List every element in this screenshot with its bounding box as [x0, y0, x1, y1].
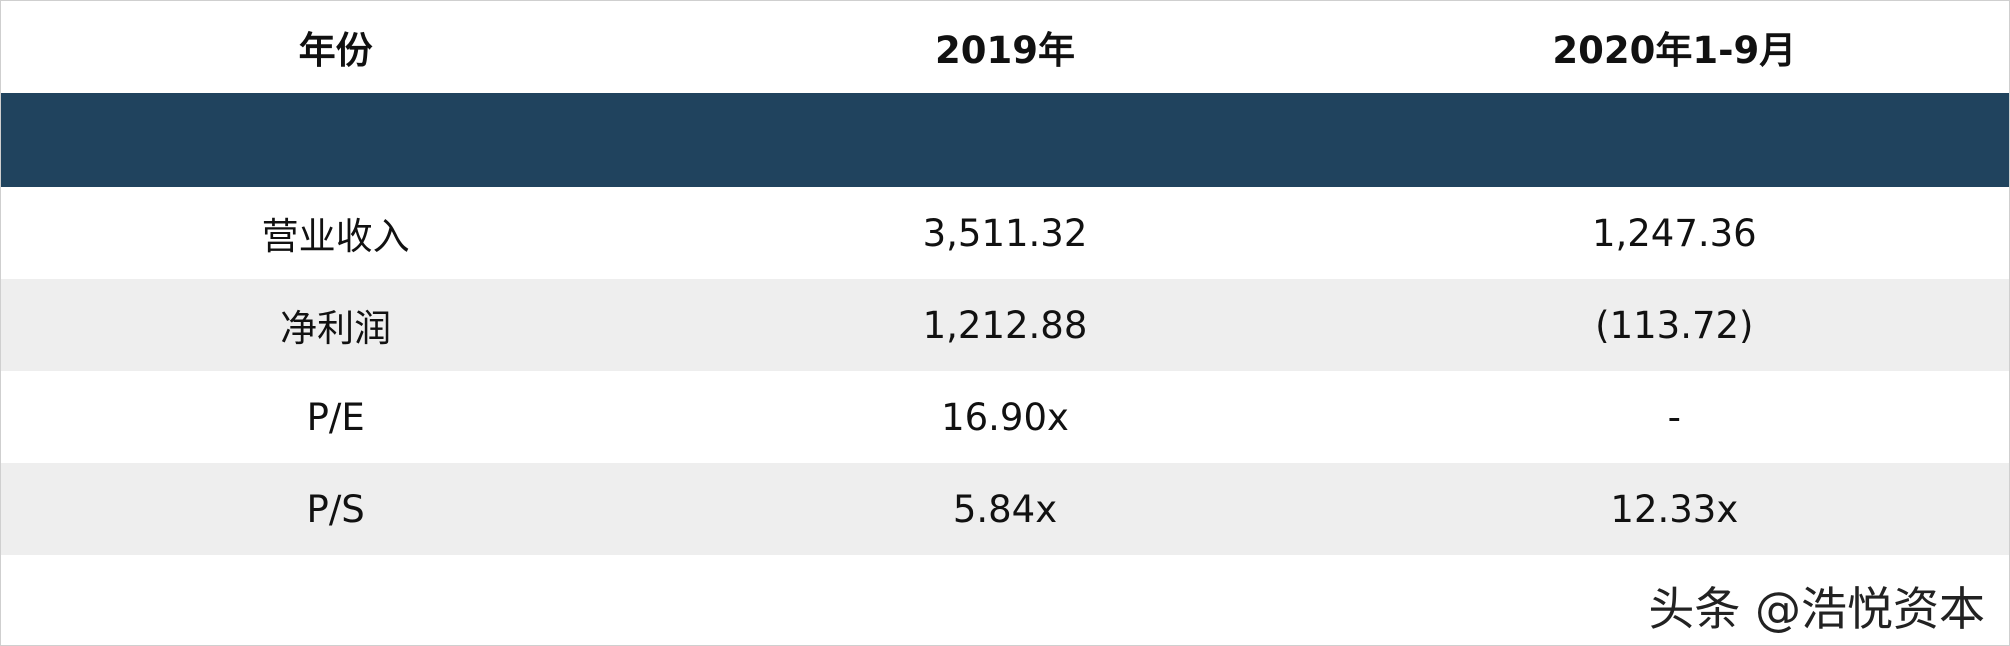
table-row: P/S 5.84x 12.33x: [1, 463, 2009, 555]
table-cell: 1,247.36: [1591, 211, 1757, 255]
data-table: 年份 2019年 2020年1-9月 营业收入 3,511.32 1,247.36 净利润…: [1, 1, 2009, 555]
table-cell: -: [1667, 395, 1681, 439]
row-label: P/S: [1, 463, 671, 555]
header-band: [1, 93, 2009, 187]
table-cell: 12.33x: [1339, 463, 2009, 555]
table-cell: 3,511.32: [922, 211, 1088, 255]
row-label: 净利润: [1, 279, 671, 371]
table-row: P/E 16.90x -: [1, 371, 2009, 463]
header-cell: 2020年1-9月: [1552, 29, 1797, 72]
band-cell: [1, 93, 2009, 187]
table-cell: 5.84x: [670, 463, 1340, 555]
row-label: 营业收入: [261, 215, 410, 258]
table-cell: (113.72): [1339, 279, 2009, 371]
row-label: P/E: [306, 395, 365, 439]
header-cell: 年份: [298, 29, 373, 72]
header-row: 年份 2019年 2020年1-9月: [1, 1, 2009, 93]
header-cell: 2019年: [935, 29, 1075, 72]
table-cell: 1,212.88: [670, 279, 1340, 371]
table-row: 营业收入 3,511.32 1,247.36: [1, 187, 2009, 279]
table-row: 净利润 1,212.88 (113.72): [1, 279, 2009, 371]
table-cell: 16.90x: [941, 395, 1069, 439]
watermark: 头条 @浩悦资本: [1648, 582, 1985, 636]
